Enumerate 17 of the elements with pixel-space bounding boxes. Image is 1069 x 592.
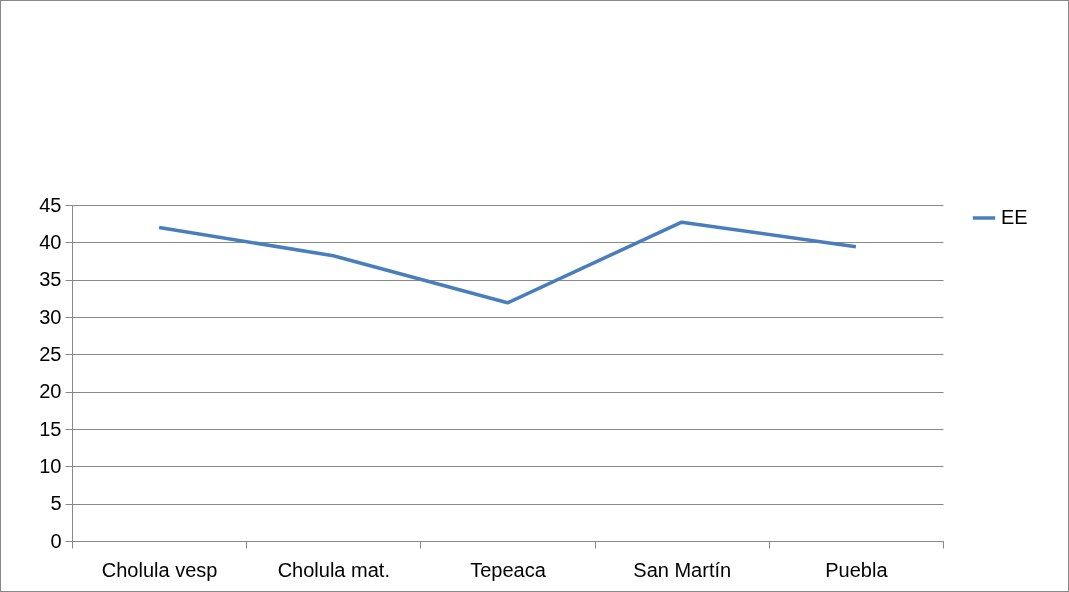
line-series xyxy=(157,220,858,305)
y-tick-label: 35 xyxy=(39,268,62,291)
y-tick-label: 20 xyxy=(39,380,62,403)
y-tick-label: 40 xyxy=(39,230,62,253)
y-tick-label: 25 xyxy=(39,342,62,365)
x-tick-label: Tepeaca xyxy=(470,558,547,581)
legend-label: EE xyxy=(1001,206,1028,228)
x-tick-label: Puebla xyxy=(825,558,889,581)
x-tick-label: Cholula vesp xyxy=(101,558,218,581)
y-tick-label: 30 xyxy=(39,305,62,328)
y-tick-label: 10 xyxy=(39,454,62,477)
y-tick-label: 0 xyxy=(50,529,62,552)
x-tick-label: Cholula mat. xyxy=(277,558,390,581)
y-tick-label: 45 xyxy=(39,193,62,216)
y-tick-label: 15 xyxy=(39,417,62,440)
y-tick-label: 5 xyxy=(50,492,62,515)
x-tick-label: San Martín xyxy=(633,558,732,581)
